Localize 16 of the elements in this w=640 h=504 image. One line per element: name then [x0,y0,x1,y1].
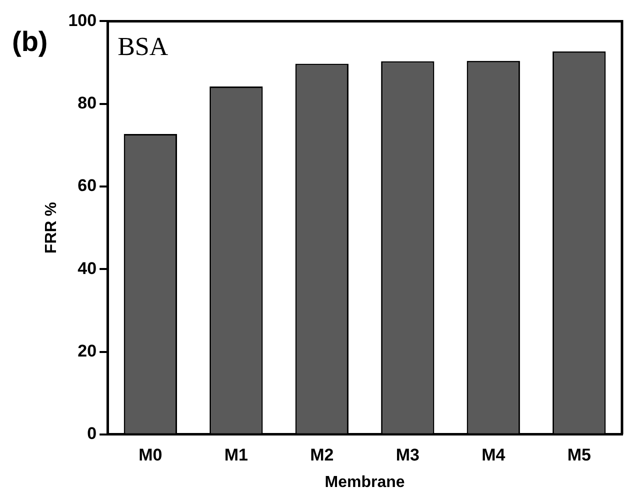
x-tick-label: M4 [482,445,506,464]
x-tick-label: M0 [138,445,162,464]
y-axis-title: FRR % [43,202,60,254]
x-tick-label: M2 [310,445,334,464]
y-tick-label: 0 [87,424,97,444]
x-tick-label: M1 [224,445,248,464]
x-axis-title: Membrane [324,474,405,491]
y-tick-label: 20 [78,341,97,360]
y-tick-label: 40 [78,258,97,278]
x-tick-label: M5 [567,445,591,464]
annotation: BSA [118,32,168,62]
x-tick-label: M3 [396,445,420,464]
y-tick-label: 60 [78,176,97,196]
y-tick-label: 80 [78,94,97,113]
y-tick-label: 100 [68,10,97,30]
text: (b) [12,26,48,58]
